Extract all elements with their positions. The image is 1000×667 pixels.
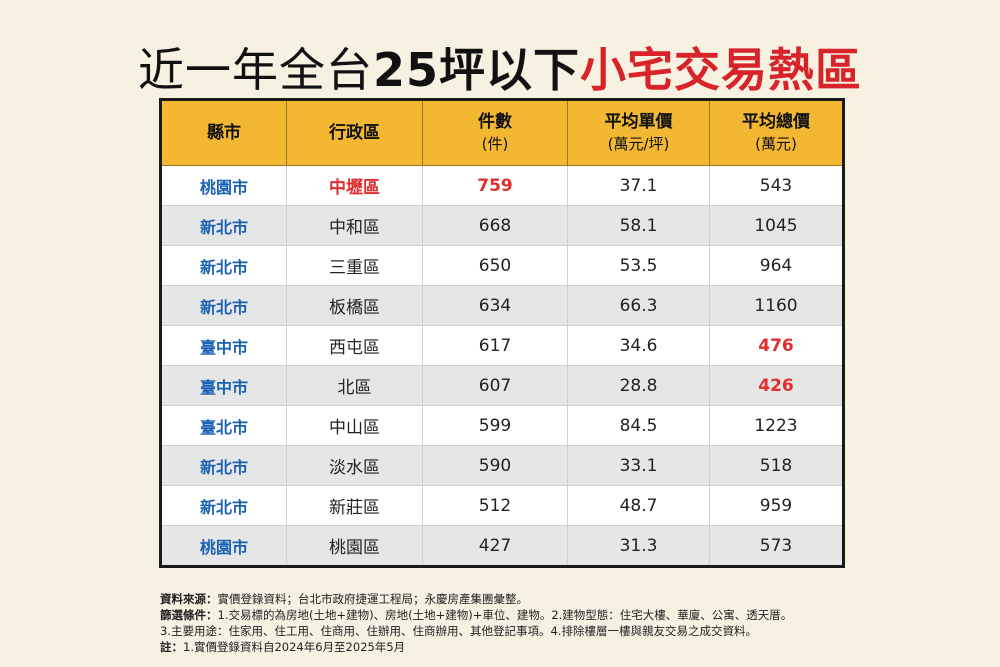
table-row: 新北市 中和區 668 58.1 1045 xyxy=(160,205,844,246)
cell-unit-price: 31.3 xyxy=(567,525,710,567)
cell-district: 中壢區 xyxy=(286,165,423,206)
cell-city: 新北市 xyxy=(160,285,287,326)
header-unit-price: 平均單價 (萬元/坪) xyxy=(567,99,710,166)
cell-count: 634 xyxy=(422,285,568,326)
cell-city: 臺北市 xyxy=(160,405,287,446)
cell-total-price: 543 xyxy=(709,165,844,206)
filter-note-continued: 3.主要用途：住家用、住工用、住商用、住辦用、住商辦用、其他登記事項。4.排除樓… xyxy=(160,624,757,638)
header-city: 縣市 xyxy=(160,99,287,166)
cell-district: 桃園區 xyxy=(286,525,423,567)
title-part-3: 小宅交易熱區 xyxy=(580,43,862,97)
cell-district: 北區 xyxy=(286,365,423,406)
cell-total-price: 426 xyxy=(709,365,844,406)
table-row: 臺中市 北區 607 28.8 426 xyxy=(160,365,844,406)
cell-district: 板橋區 xyxy=(286,285,423,326)
cell-count: 759 xyxy=(422,165,568,206)
cell-district: 三重區 xyxy=(286,245,423,286)
cell-district: 中山區 xyxy=(286,405,423,446)
table-row: 桃園市 桃園區 427 31.3 573 xyxy=(160,525,844,567)
cell-count: 617 xyxy=(422,325,568,366)
source-note: 資料來源：實價登錄資料；台北市政府捷運工程局；永慶房產集團彙整。 xyxy=(160,592,528,606)
table-row: 新北市 新莊區 512 48.7 959 xyxy=(160,485,844,526)
remark-note: 註：1.實價登錄資料自2024年6月至2025年5月 xyxy=(160,640,406,654)
cell-count: 650 xyxy=(422,245,568,286)
cell-total-price: 518 xyxy=(709,445,844,486)
title-part-2: 25坪以下 xyxy=(372,43,580,97)
cell-city: 新北市 xyxy=(160,445,287,486)
cell-city: 新北市 xyxy=(160,245,287,286)
header-total-price: 平均總價 (萬元) xyxy=(709,99,844,166)
filter-note: 篩選條件：1.交易標的為房地(土地+建物)、房地(土地+建物)+車位、建物。2.… xyxy=(160,608,793,622)
header-count: 件數 (件) xyxy=(422,99,568,166)
table-row: 新北市 三重區 650 53.5 964 xyxy=(160,245,844,286)
cell-count: 599 xyxy=(422,405,568,446)
cell-count: 512 xyxy=(422,485,568,526)
cell-unit-price: 53.5 xyxy=(567,245,710,286)
cell-district: 淡水區 xyxy=(286,445,423,486)
cell-total-price: 964 xyxy=(709,245,844,286)
cell-district: 新莊區 xyxy=(286,485,423,526)
footnotes: 資料來源：實價登錄資料；台北市政府捷運工程局；永慶房產集團彙整。 篩選條件：1.… xyxy=(160,591,860,655)
cell-total-price: 959 xyxy=(709,485,844,526)
cell-district: 中和區 xyxy=(286,205,423,246)
cell-unit-price: 58.1 xyxy=(567,205,710,246)
cell-city: 新北市 xyxy=(160,205,287,246)
cell-city: 桃園市 xyxy=(160,165,287,206)
cell-total-price: 476 xyxy=(709,325,844,366)
table-row: 新北市 板橋區 634 66.3 1160 xyxy=(160,285,844,326)
table-row: 新北市 淡水區 590 33.1 518 xyxy=(160,445,844,486)
cell-unit-price: 48.7 xyxy=(567,485,710,526)
cell-count: 427 xyxy=(422,525,568,567)
cell-unit-price: 66.3 xyxy=(567,285,710,326)
cell-count: 607 xyxy=(422,365,568,406)
cell-unit-price: 28.8 xyxy=(567,365,710,406)
cell-city: 臺中市 xyxy=(160,365,287,406)
cell-unit-price: 84.5 xyxy=(567,405,710,446)
cell-unit-price: 34.6 xyxy=(567,325,710,366)
cell-count: 668 xyxy=(422,205,568,246)
cell-unit-price: 33.1 xyxy=(567,445,710,486)
cell-unit-price: 37.1 xyxy=(567,165,710,206)
table-header-row: 縣市 行政區 件數 (件) 平均單價 (萬元/坪) 平均總價 (萬元) xyxy=(160,99,844,166)
cell-total-price: 1223 xyxy=(709,405,844,446)
table-row: 桃園市 中壢區 759 37.1 543 xyxy=(160,165,844,206)
cell-district: 西屯區 xyxy=(286,325,423,366)
table-row: 臺北市 中山區 599 84.5 1223 xyxy=(160,405,844,446)
cell-city: 桃園市 xyxy=(160,525,287,567)
cell-count: 590 xyxy=(422,445,568,486)
header-district: 行政區 xyxy=(286,99,423,166)
table-row: 臺中市 西屯區 617 34.6 476 xyxy=(160,325,844,366)
cell-total-price: 1160 xyxy=(709,285,844,326)
title-part-1: 近一年全台 xyxy=(137,43,373,97)
data-table: 縣市 行政區 件數 (件) 平均單價 (萬元/坪) 平均總價 (萬元) 桃園市 中壢區… xyxy=(159,98,845,568)
cell-total-price: 573 xyxy=(709,525,844,567)
page-title: 近一年全台25坪以下小宅交易熱區 xyxy=(0,40,1000,100)
cell-city: 新北市 xyxy=(160,485,287,526)
cell-total-price: 1045 xyxy=(709,205,844,246)
cell-city: 臺中市 xyxy=(160,325,287,366)
